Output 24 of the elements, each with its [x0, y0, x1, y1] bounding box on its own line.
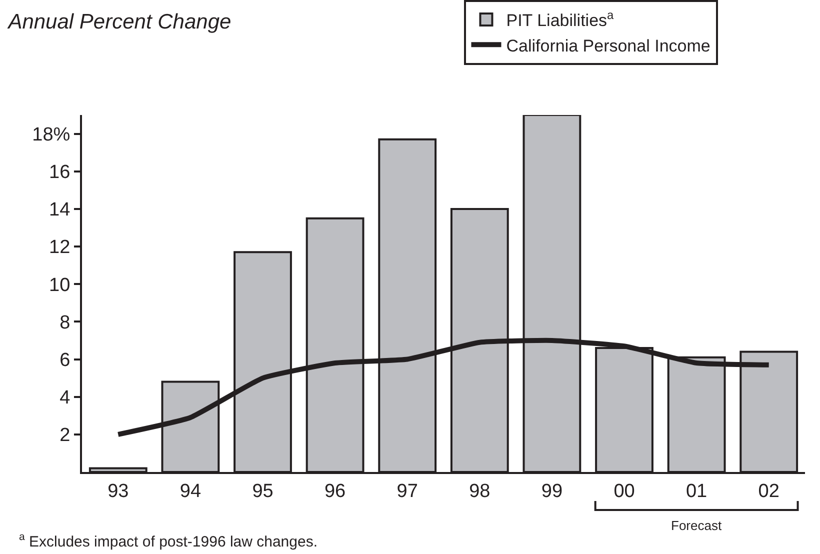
- x-tick-label: 95: [252, 480, 274, 502]
- y-tick-label: 8: [60, 312, 70, 334]
- y-tick-label: 14: [49, 200, 71, 221]
- chart-title: Annual Percent Change: [6, 10, 232, 34]
- y-tick-label: 18%: [32, 124, 70, 146]
- legend-label: California Personal Income: [506, 36, 710, 56]
- y-tick-label: 12: [49, 237, 70, 258]
- x-tick-label: 01: [686, 480, 708, 502]
- y-tick-label: 10: [49, 274, 70, 296]
- x-tick-label: 00: [614, 480, 635, 502]
- y-tick-label: 16: [49, 162, 70, 184]
- x-tick-label: 96: [324, 480, 346, 502]
- x-tick-label: 97: [396, 480, 418, 502]
- legend-label: PIT Liabilities$^{a}$: [506, 8, 614, 30]
- x-tick-label: 94: [180, 480, 202, 502]
- x-tick-label: 93: [108, 480, 129, 502]
- text: Forecast: [671, 518, 722, 533]
- x-tick-label: 02: [758, 480, 780, 502]
- x-tick-label: 98: [469, 480, 490, 502]
- y-tick-label: 4: [60, 387, 71, 408]
- text: $^{a}$ Excludes impact of post-1996 law changes.: [19, 531, 318, 550]
- y-tick-label: 2: [60, 425, 70, 446]
- x-tick-label: 99: [541, 480, 563, 502]
- y-tick-label: 6: [60, 350, 70, 371]
